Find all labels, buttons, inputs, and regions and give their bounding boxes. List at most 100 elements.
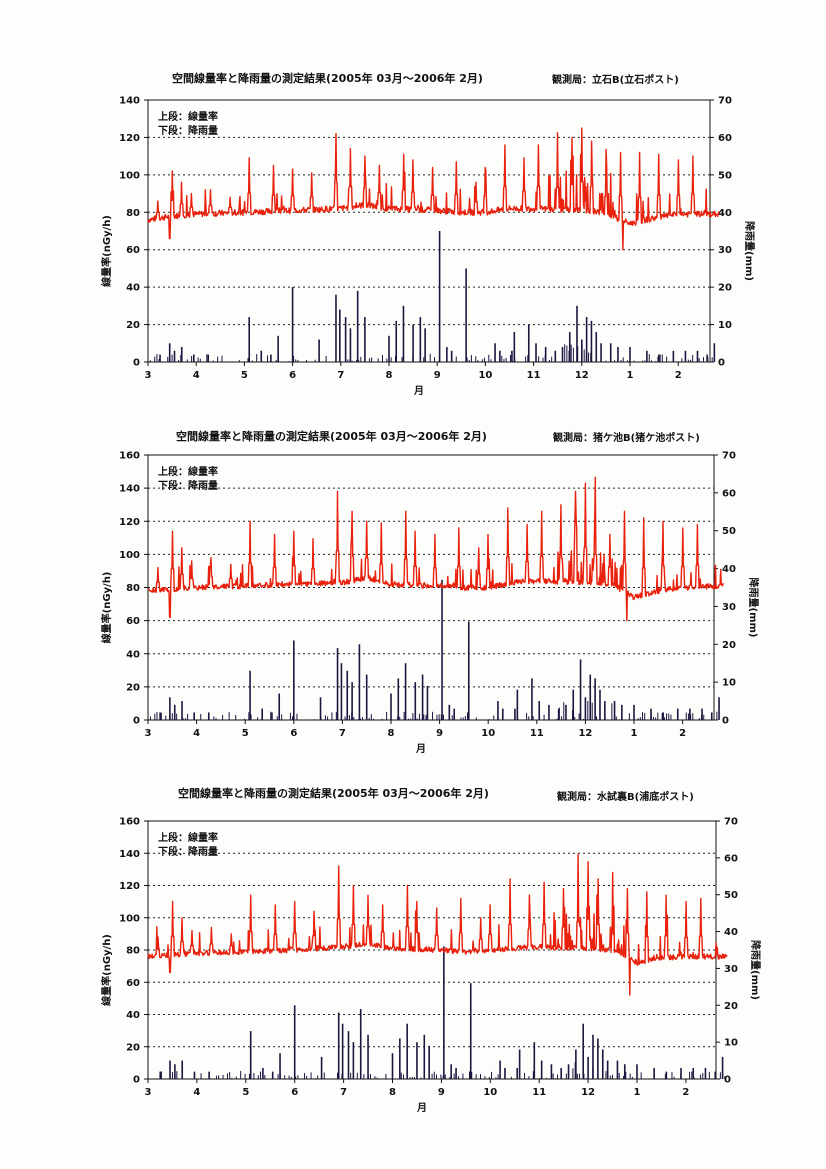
x-tick-label: 7 xyxy=(339,728,346,739)
x-tick-label: 3 xyxy=(145,370,152,381)
y-tick-label-right: 70 xyxy=(724,817,738,828)
x-axis-label: 月 xyxy=(413,385,424,397)
x-tick-label: 4 xyxy=(193,728,200,739)
y-tick-label-left: 140 xyxy=(119,484,140,495)
x-tick-label: 10 xyxy=(478,370,492,381)
y-tick-label-left: 20 xyxy=(126,682,140,693)
rate-rainfall-chart: 0 20 40 60 80 100 120 140 0 10 20 30 40 50 60 70 3 4 5 6 7 8 9… xyxy=(100,96,756,398)
y-tick-label-right: 0 xyxy=(724,1075,731,1086)
station-label: 観測局：水試裏B(浦底ポスト) xyxy=(557,792,694,803)
y-tick-label-left: 0 xyxy=(133,716,140,727)
x-tick-label: 12 xyxy=(581,1087,595,1098)
y-tick-label-left: 120 xyxy=(119,133,140,144)
y-tick-label-right: 70 xyxy=(718,96,732,107)
x-tick-label: 10 xyxy=(483,1087,497,1098)
x-tick-label: 11 xyxy=(532,1087,546,1098)
y-tick-label-right: 10 xyxy=(724,1038,738,1049)
y-tick-label-right: 60 xyxy=(722,488,736,499)
y-tick-label-right: 10 xyxy=(718,320,732,331)
x-tick-label: 1 xyxy=(634,1087,641,1098)
x-axis-label: 月 xyxy=(416,1102,427,1114)
y-tick-label-left: 100 xyxy=(119,550,140,561)
y-tick-label-right: 60 xyxy=(724,853,738,864)
legend-item: 下段：降雨量 xyxy=(158,479,218,492)
x-tick-label: 5 xyxy=(241,370,248,381)
x-tick-label: 2 xyxy=(682,1087,689,1098)
y-tick-label-right: 30 xyxy=(718,245,732,256)
y-tick-label-left: 120 xyxy=(119,881,140,892)
x-tick-label: 9 xyxy=(438,1087,445,1098)
legend-item: 上段：線量率 xyxy=(158,110,218,123)
y-tick-label-right: 40 xyxy=(722,564,736,575)
x-tick-label: 10 xyxy=(481,728,495,739)
dose-rate-line xyxy=(147,476,725,622)
x-tick-label: 2 xyxy=(675,370,682,381)
x-tick-label: 8 xyxy=(388,728,395,739)
y-tick-label-left: 80 xyxy=(126,208,140,219)
y-tick-label-right: 20 xyxy=(722,640,736,651)
y-tick-label-right: 20 xyxy=(724,1001,738,1012)
y-tick-label-left: 40 xyxy=(126,1010,140,1021)
plot-frame xyxy=(147,99,711,363)
y-tick-label-left: 120 xyxy=(119,517,140,528)
x-tick-label: 6 xyxy=(290,728,297,739)
y-tick-label-right: 0 xyxy=(722,716,729,727)
y-tick-label-right: 70 xyxy=(722,451,736,462)
y-axis-label-left: 線量率(nGy/h) xyxy=(100,934,113,1006)
x-tick-label: 7 xyxy=(337,370,344,381)
y-tick-label-left: 160 xyxy=(119,817,140,828)
station-label: 観測局：立石B(立石ポスト) xyxy=(552,75,679,86)
y-tick-label-left: 20 xyxy=(126,320,140,331)
y-tick-label-right: 60 xyxy=(718,133,732,144)
y-tick-label-left: 60 xyxy=(126,616,140,627)
x-tick-label: 4 xyxy=(193,370,200,381)
x-tick-label: 1 xyxy=(631,728,638,739)
y-tick-label-left: 160 xyxy=(119,451,140,462)
x-axis-label: 月 xyxy=(415,743,426,755)
x-tick-label: 8 xyxy=(386,370,393,381)
x-tick-label: 12 xyxy=(578,728,592,739)
y-tick-label-left: 20 xyxy=(126,1042,140,1053)
x-tick-label: 4 xyxy=(193,1087,200,1098)
y-tick-label-right: 0 xyxy=(718,358,725,369)
dose-rate-line xyxy=(147,853,728,996)
x-tick-label: 5 xyxy=(242,1087,249,1098)
y-tick-label-right: 40 xyxy=(718,208,732,219)
x-tick-label: 11 xyxy=(530,728,544,739)
x-tick-label: 9 xyxy=(434,370,441,381)
dose-rate-line xyxy=(147,127,720,251)
x-tick-label: 9 xyxy=(436,728,443,739)
y-tick-label-left: 40 xyxy=(126,283,140,294)
y-axis-label-left: 線量率(nGy/h) xyxy=(100,215,113,287)
x-tick-label: 6 xyxy=(291,1087,298,1098)
y-tick-label-left: 40 xyxy=(126,649,140,660)
legend-item: 下段：降雨量 xyxy=(158,124,218,137)
chart-panel-2: 空間線量率と降雨量の測定結果(2005年 03月～2006年 2月) 観測局：猪… xyxy=(100,430,760,756)
y-tick-label-left: 0 xyxy=(133,358,140,369)
y-axis-label-right: 降雨量(mm) xyxy=(743,221,756,281)
x-tick-label: 6 xyxy=(289,370,296,381)
y-tick-label-left: 60 xyxy=(126,978,140,989)
y-axis-label-left: 線量率(nGy/h) xyxy=(100,572,113,644)
x-tick-label: 3 xyxy=(145,1087,152,1098)
y-tick-label-right: 30 xyxy=(724,964,738,975)
x-tick-label: 11 xyxy=(527,370,541,381)
y-tick-label-right: 40 xyxy=(724,927,738,938)
y-tick-label-left: 140 xyxy=(119,96,140,107)
y-tick-label-left: 80 xyxy=(126,583,140,594)
x-tick-label: 3 xyxy=(145,728,152,739)
chart-panel-1: 空間線量率と降雨量の測定結果(2005年 03月～2006年 2月) 観測局：立… xyxy=(0,0,826,400)
y-tick-label-right: 50 xyxy=(724,890,738,901)
y-tick-label-right: 50 xyxy=(718,170,732,181)
x-tick-label: 1 xyxy=(627,370,634,381)
chart-title: 空間線量率と降雨量の測定結果(2005年 03月～2006年 2月) xyxy=(172,72,483,85)
y-tick-label-left: 80 xyxy=(126,946,140,957)
legend-item: 下段：降雨量 xyxy=(158,845,218,858)
y-tick-label-left: 100 xyxy=(119,913,140,924)
y-tick-label-left: 100 xyxy=(119,170,140,181)
rate-rainfall-chart: 0 20 40 60 80 100 120 140 160 0 10 20 30 40 50 60 70 3 4 5 6… xyxy=(100,451,760,756)
y-tick-label-right: 50 xyxy=(722,526,736,537)
x-tick-label: 2 xyxy=(679,728,686,739)
